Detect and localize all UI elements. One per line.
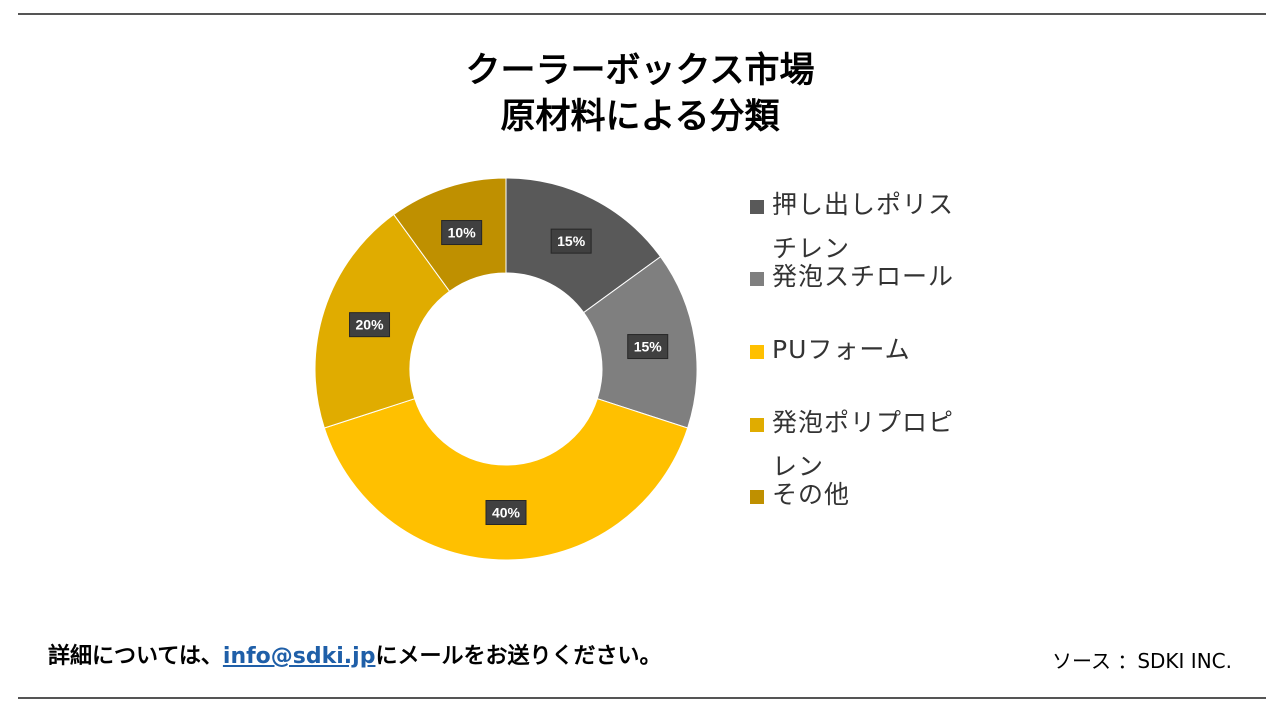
- legend-label-2: 発泡スチロール: [772, 262, 955, 291]
- data-label-3: 40%: [485, 500, 527, 525]
- contact-suffix: にメールをお送りください。: [375, 644, 662, 669]
- legend-label-1: 押し出しポリスチレン: [772, 190, 955, 263]
- chart-title-line-1: クーラーボックス市場: [465, 51, 815, 91]
- data-label-box-1: [550, 228, 592, 254]
- data-label-text-2: 15%: [634, 339, 663, 355]
- legend-swatch-4: [750, 418, 764, 432]
- data-label-box-3: [485, 500, 527, 525]
- legend-swatch-2: [750, 272, 764, 286]
- legend-swatch-3: [750, 345, 764, 359]
- chart-title-line-2: 原材料による分類: [500, 97, 780, 137]
- data-label-text-5: 10%: [448, 225, 477, 241]
- data-label-box-5: [441, 220, 483, 246]
- data-label-text-1: 15%: [557, 233, 586, 249]
- data-label-1: 15%: [550, 228, 592, 254]
- legend-item-pu-foam: PUフォーム: [748, 328, 978, 372]
- data-label-box-4: [349, 312, 391, 338]
- data-label-5: 10%: [441, 220, 483, 246]
- legend-label-5: その他: [772, 480, 851, 509]
- legend-swatch-5: [750, 490, 764, 504]
- data-label-box-2: [627, 334, 669, 360]
- legend-label-4: 発泡ポリプロピレン: [772, 408, 955, 481]
- data-label-2: 15%: [627, 334, 669, 360]
- legend-label-3: PUフォーム: [772, 335, 911, 364]
- email-link[interactable]: info@sdki.jp: [222, 644, 376, 669]
- legend-item-other: その他: [748, 473, 978, 517]
- donut-slice-3: [323, 398, 689, 561]
- data-label-text-4: 20%: [356, 317, 385, 333]
- legend-item-extruded-polystyrene: 押し出しポリスチレン: [748, 183, 978, 271]
- legend-swatch-1: [750, 200, 764, 214]
- data-label-4: 20%: [349, 312, 391, 338]
- source-label: ソース ：SDKI INC.: [1051, 649, 1232, 673]
- contact-note: 詳細については、info@sdki.jpにメールをお送りください。: [48, 638, 661, 670]
- contact-prefix: 詳細については、: [48, 644, 223, 669]
- legend-item-styrofoam: 発泡スチロール: [748, 255, 978, 299]
- data-label-text-3: 40%: [492, 505, 521, 521]
- bottom-divider: [18, 697, 1266, 699]
- chart-title: クーラーボックス市場 原材料による分類: [0, 48, 1280, 140]
- top-divider: [18, 13, 1266, 15]
- legend-item-expanded-polypropylene: 発泡ポリプロピレン: [748, 401, 978, 489]
